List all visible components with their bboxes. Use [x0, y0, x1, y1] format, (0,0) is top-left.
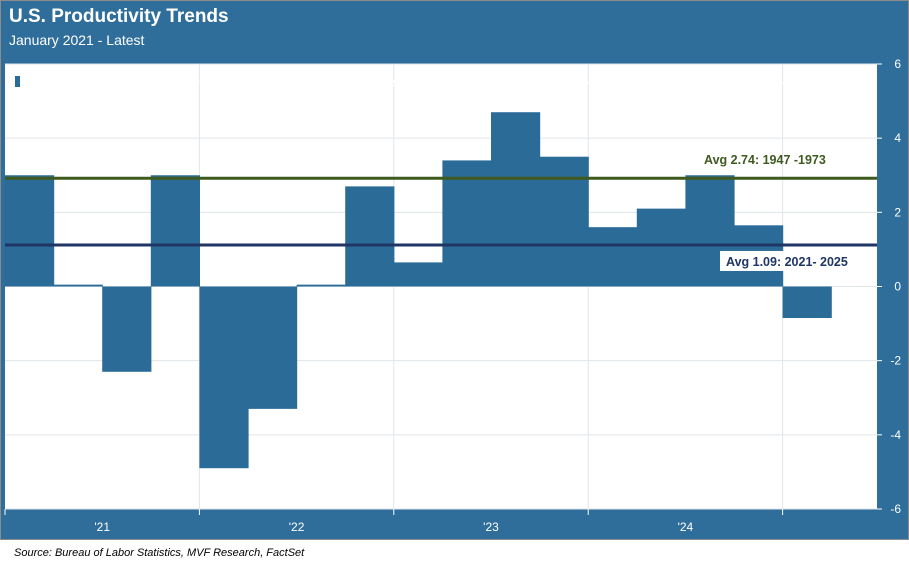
bar: [296, 284, 346, 287]
avg-2021-2025-label: Avg 1.09: 2021- 2025: [726, 255, 848, 269]
y-tick-label: -6: [890, 502, 901, 516]
x-tick-label: '23: [483, 520, 499, 534]
bar: [491, 112, 541, 287]
x-tick-label: '21: [94, 520, 110, 534]
bar: [636, 208, 686, 287]
y-tick-label: -4: [890, 428, 901, 442]
bar: [5, 175, 55, 287]
bar: [102, 286, 152, 372]
x-tick-label: '22: [289, 520, 305, 534]
avg-1947-1973-label: Avg 2.74: 1947 -1973: [704, 153, 826, 167]
chart-subtitle: January 2021 - Latest: [9, 32, 145, 48]
chart-panel: U.S. Productivity Trends January 2021 - …: [0, 0, 909, 540]
productivity-bar-chart: Avg 2.74: 1947 -1973 Avg 1.09: 2021- 2025…: [4, 57, 901, 534]
y-axis-ticks: -6 -4 -2 0 2 4 6: [877, 57, 901, 516]
y-tick-label: 2: [894, 205, 901, 219]
reference-lines: Avg 2.74: 1947 -1973 Avg 1.09: 2021- 2025: [5, 153, 877, 271]
bars: [5, 112, 832, 469]
bar: [393, 262, 443, 287]
bar: [539, 156, 589, 287]
bar: [345, 186, 395, 287]
y-tick-label: 4: [894, 131, 901, 145]
chart-title: U.S. Productivity Trends: [9, 6, 229, 27]
bar: [782, 286, 832, 319]
x-tick-label: '24: [678, 520, 694, 534]
bar: [248, 286, 298, 409]
y-tick-label: -2: [890, 354, 901, 368]
avg-2021-2025-label-bg: [720, 250, 862, 271]
source-note: Source: Bureau of Labor Statistics, MVF …: [14, 547, 305, 559]
legend-swatch: [15, 76, 20, 87]
bar: [199, 286, 249, 469]
bar: [53, 284, 103, 287]
bar: [150, 175, 200, 287]
x-axis-ticks: '21 '22 '23 '24: [4, 509, 784, 534]
y-tick-label: 6: [894, 57, 901, 71]
bar: [588, 227, 638, 287]
legend: Labor Productivity (Output Per Hour) Non…: [15, 76, 875, 90]
legend-label: Labor Productivity (Output Per Hour) Non…: [40, 76, 875, 90]
bar: [442, 160, 492, 287]
y-tick-label: 0: [894, 280, 901, 294]
